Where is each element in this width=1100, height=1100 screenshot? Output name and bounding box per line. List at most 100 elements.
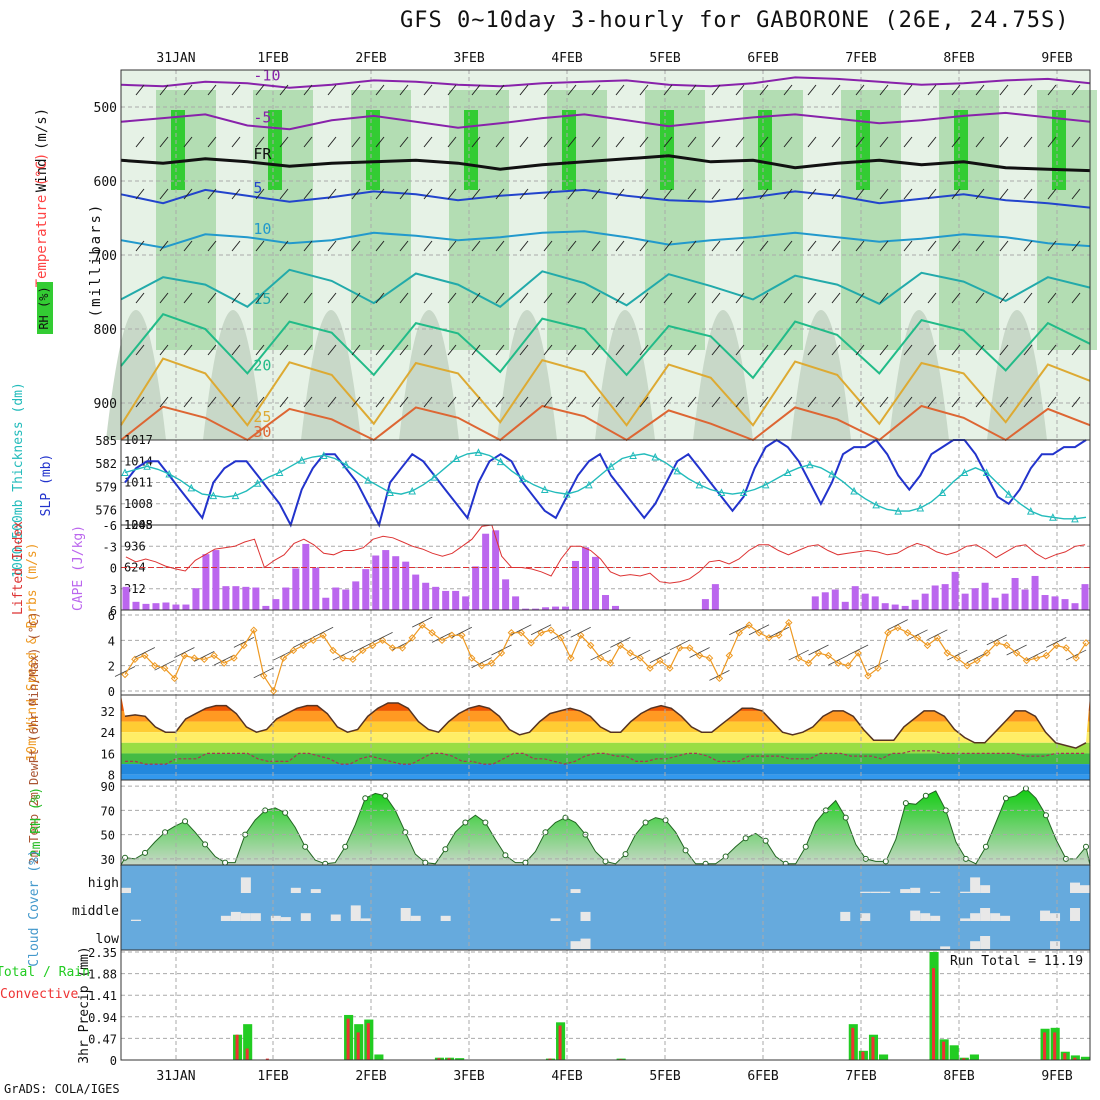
thickness-point bbox=[894, 506, 903, 515]
precip-frame bbox=[120, 949, 1091, 1061]
upper-wind-barb bbox=[999, 188, 1009, 200]
cloud-low-bar bbox=[980, 936, 991, 949]
upper-wind-barb bbox=[399, 240, 409, 252]
cape-bar bbox=[961, 593, 969, 610]
rh2m-point bbox=[922, 792, 929, 799]
cloud-high-bar bbox=[860, 891, 871, 893]
thickness-point bbox=[916, 503, 925, 512]
rh2m-point bbox=[1083, 843, 1089, 850]
rh2m-point bbox=[442, 846, 449, 853]
upper-wind-barb bbox=[927, 136, 937, 148]
wind10m-point bbox=[468, 654, 476, 662]
upper-wind-barb bbox=[759, 240, 769, 252]
lifted-index-line bbox=[125, 524, 1086, 584]
upper-wind-barb bbox=[423, 188, 433, 200]
wind10m-point bbox=[874, 664, 882, 672]
bottom-date-label: 1FEB bbox=[257, 1069, 288, 1084]
temp2m-tick-label: 32 bbox=[101, 705, 115, 719]
upper-wind-barb bbox=[831, 240, 841, 252]
wind10m-point bbox=[983, 649, 991, 657]
cape-bar bbox=[422, 582, 430, 610]
upper-wind-barb bbox=[639, 136, 649, 148]
rh2m-point bbox=[542, 829, 549, 836]
upper-wind-barb bbox=[879, 240, 889, 252]
upper-wind-barb bbox=[255, 84, 265, 96]
thickness-point bbox=[364, 476, 372, 484]
wind10m-point bbox=[527, 639, 535, 647]
wind10m-point bbox=[210, 651, 218, 660]
cloud-middle-bar bbox=[1050, 913, 1061, 921]
upper-wind-barb bbox=[807, 292, 817, 304]
upper-wind-barb bbox=[183, 136, 193, 148]
cloud-high-bar bbox=[1080, 885, 1090, 893]
upper-wind-barb bbox=[783, 84, 793, 96]
upper-wind-barb bbox=[927, 188, 937, 200]
isotherm-label: 20 bbox=[253, 356, 271, 374]
upper-wind-barb bbox=[543, 188, 553, 200]
upper-wind-barb bbox=[687, 396, 697, 408]
upper-wind-barb bbox=[543, 396, 553, 408]
cape-bar bbox=[861, 593, 869, 610]
upper-wind-barb bbox=[999, 136, 1009, 148]
cape-bar bbox=[582, 547, 590, 610]
upper-wind-barb bbox=[495, 292, 505, 304]
isotherm-label: -10 bbox=[253, 66, 280, 84]
cloud-middle-bar bbox=[440, 915, 451, 921]
precip-total-bar bbox=[969, 1054, 979, 1060]
rh2m-point bbox=[802, 843, 809, 850]
run-total-annotation: Run Total = 11.19 bbox=[950, 954, 1083, 969]
precip-convective-bar bbox=[861, 1051, 865, 1060]
wind10m-barb bbox=[332, 649, 354, 661]
cloud-middle-bar bbox=[860, 913, 871, 921]
upper-wind-barb bbox=[639, 188, 649, 200]
upper-wind-barb bbox=[399, 344, 409, 356]
cape-bar bbox=[302, 543, 310, 610]
cape-bar bbox=[991, 597, 999, 610]
precip-convective-bar bbox=[558, 1025, 562, 1060]
thickness-point bbox=[452, 454, 461, 463]
upper-wind-barb bbox=[519, 240, 529, 252]
upper-wind-barb bbox=[495, 84, 505, 96]
cape-bar bbox=[362, 569, 370, 610]
rh-moist-band bbox=[645, 90, 705, 350]
upper-wind-barb bbox=[735, 396, 745, 408]
wind10m-point bbox=[1052, 641, 1060, 650]
cloud-high-bar bbox=[290, 887, 301, 893]
cape-bar bbox=[192, 588, 200, 610]
upper-wind-barb bbox=[1023, 396, 1033, 408]
precip-convective-bar bbox=[548, 1058, 552, 1060]
upper-wind-barb bbox=[951, 292, 961, 304]
upper-wind-barb bbox=[879, 136, 889, 148]
upper-wind-barb bbox=[303, 292, 313, 304]
wind10m-barb bbox=[233, 637, 255, 648]
upper-wind-barb bbox=[975, 292, 985, 304]
upper-wind-barb bbox=[687, 136, 697, 148]
upper-wind-barb bbox=[207, 136, 217, 148]
precip-tick-label: 0 bbox=[110, 1054, 117, 1068]
precip-convective-bar bbox=[851, 1027, 855, 1060]
wind10m-barb bbox=[412, 616, 433, 628]
upper-wind-barb bbox=[879, 396, 889, 408]
precip-tick-label: 0.47 bbox=[88, 1032, 117, 1046]
upper-wind-barb bbox=[1071, 344, 1081, 356]
rh2m-point bbox=[382, 792, 389, 799]
upper-wind-barb bbox=[855, 240, 865, 252]
bottom-date-label: 31JAN bbox=[156, 1069, 195, 1084]
wind10m-barb bbox=[431, 631, 453, 643]
upper-wind-barb bbox=[231, 344, 241, 356]
upper-wind-barb bbox=[831, 396, 841, 408]
upper-wind-barb bbox=[639, 292, 649, 304]
upper-wind-barb bbox=[1047, 136, 1057, 148]
slp-axis-title: SLP (mb) bbox=[39, 454, 54, 517]
rh-moist-band bbox=[841, 90, 901, 350]
upper-wind-barb bbox=[231, 292, 241, 304]
wind10m-barb bbox=[629, 649, 651, 661]
wind-axis-title: Wind (m/s) bbox=[34, 108, 50, 192]
upper-wind-barb bbox=[951, 240, 961, 252]
upper-wind-barb bbox=[255, 344, 265, 356]
wind10m-barb bbox=[114, 666, 136, 677]
thickness-point bbox=[717, 488, 726, 497]
cape-bar bbox=[611, 605, 619, 610]
upper-wind-barb bbox=[711, 292, 721, 304]
